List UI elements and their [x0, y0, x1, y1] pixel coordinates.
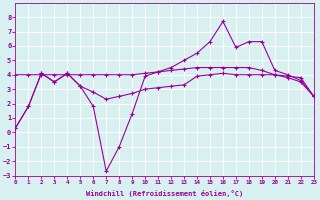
X-axis label: Windchill (Refroidissement éolien,°C): Windchill (Refroidissement éolien,°C) [86, 190, 243, 197]
